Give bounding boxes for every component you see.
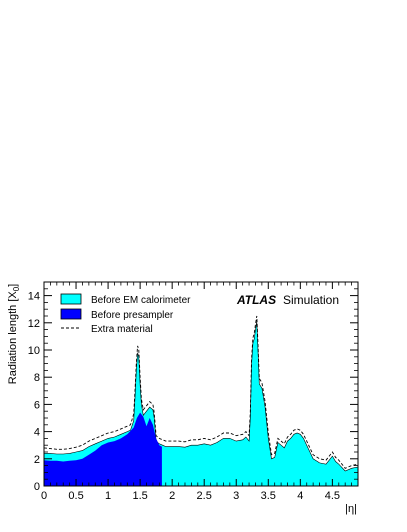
x-tick-label: 4 xyxy=(297,490,303,502)
axes: 0 0.5 1 1.5 2 2.5 3 3.5 4 4.5 0 2 4 6 8 10 12 14 xyxy=(28,281,359,502)
x-tick-label: 2 xyxy=(169,490,175,502)
series-line-extra-material xyxy=(43,315,359,469)
legend-swatch-before-presampler xyxy=(60,308,82,320)
x-axis-label: |η| xyxy=(345,503,357,515)
series-area-before-presampler xyxy=(44,412,162,486)
x-tick-label: 1 xyxy=(105,490,111,502)
legend-label-before-em-calorimeter: Before EM calorimeter xyxy=(91,295,191,306)
y-axis-label-main: Radiation length [X xyxy=(7,291,19,385)
y-tick-label: 6 xyxy=(34,399,40,411)
y-tick-label: 12 xyxy=(28,318,40,330)
legend-swatch-before-em-calorimeter xyxy=(60,293,82,305)
x-tick-label: 2.5 xyxy=(197,490,212,502)
atlas-label: ATLAS xyxy=(236,293,276,307)
legend-label-before-presampler: Before presampler xyxy=(91,310,174,321)
y-axis-label: Radiation length [X0] xyxy=(7,284,21,384)
y-tick-label: 4 xyxy=(34,427,40,439)
plot-area xyxy=(43,315,359,487)
simulation-label: Simulation xyxy=(283,293,339,307)
y-tick-label: 2 xyxy=(34,454,40,466)
x-tick-label: 1.5 xyxy=(132,490,147,502)
y-tick-label: 0 xyxy=(34,481,40,493)
y-tick-label: 14 xyxy=(28,291,40,303)
x-tick-label: 3.5 xyxy=(261,490,276,502)
y-tick-label: 10 xyxy=(28,345,40,357)
x-tick-label: 0 xyxy=(41,490,47,502)
atlas-annotation: ATLAS Simulation xyxy=(236,293,339,307)
x-tick-label: 4.5 xyxy=(325,490,340,502)
legend-label-extra-material: Extra material xyxy=(91,324,153,335)
y-axis-label-close: ] xyxy=(7,284,19,287)
y-tick-label: 8 xyxy=(34,372,40,384)
legend: Before EM calorimeter Before presampler … xyxy=(60,293,191,335)
y-axis-label-subscript: 0 xyxy=(12,286,21,291)
x-tick-label: 3 xyxy=(233,490,239,502)
x-tick-label: 0.5 xyxy=(68,490,83,502)
